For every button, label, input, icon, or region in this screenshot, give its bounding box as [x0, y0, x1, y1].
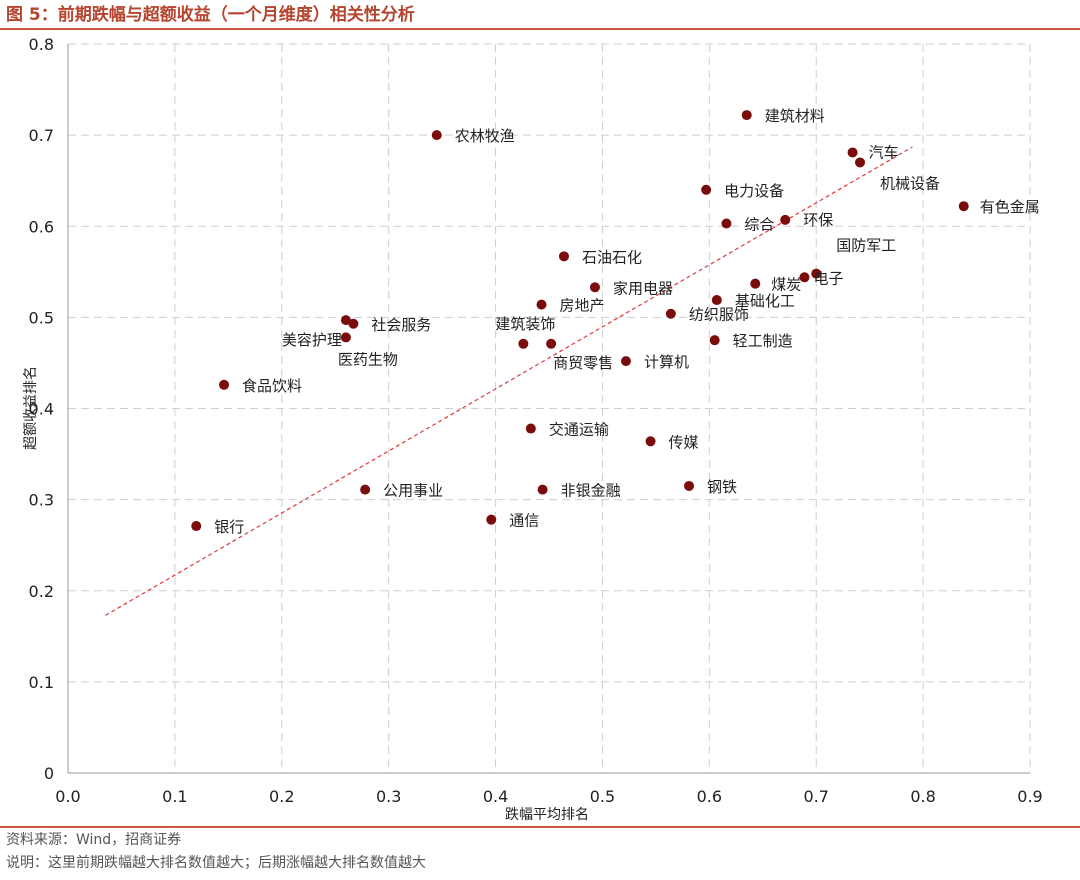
data-point — [741, 110, 752, 121]
data-point-label: 医药生物 — [338, 350, 398, 368]
data-point — [340, 332, 351, 343]
data-point-label: 建筑材料 — [765, 107, 825, 125]
data-point — [847, 147, 858, 158]
data-point-label: 传媒 — [669, 433, 699, 451]
data-point-label: 汽车 — [869, 143, 899, 161]
data-point-label: 商贸零售 — [553, 354, 613, 372]
data-point — [958, 201, 969, 212]
data-point — [711, 295, 722, 306]
data-point-label: 电子 — [813, 269, 843, 287]
data-point-label: 有色金属 — [980, 198, 1040, 216]
data-point — [620, 356, 631, 367]
data-point — [546, 338, 557, 349]
x-tick-label: 0.5 — [590, 787, 615, 806]
explanation-note: 说明：这里前期跌幅越大排名数值越大；后期涨幅越大排名数值越大 — [6, 855, 426, 871]
data-point — [191, 521, 202, 532]
data-point — [645, 436, 656, 447]
data-point-label: 综合 — [744, 216, 774, 234]
x-tick-label: 0.0 — [55, 787, 80, 806]
y-tick-label: 0 — [44, 764, 54, 783]
title-rule — [0, 28, 1080, 30]
data-point — [340, 315, 351, 326]
data-point — [799, 272, 810, 283]
scatter-chart: 0.0 0.1 0.2 0.3 0.4 0.5 0.6 0.7 0.8 0.9 0 0.1 0.2 0.3… — [23, 35, 1043, 823]
data-point-label: 环保 — [803, 211, 833, 229]
data-point — [536, 299, 547, 310]
trend-line — [105, 146, 913, 616]
data-point-label: 银行 — [214, 518, 244, 536]
data-point-label: 电力设备 — [724, 182, 784, 200]
data-point-label: 国防军工 — [836, 237, 896, 255]
y-tick-label: 0.8 — [29, 35, 54, 54]
data-point-label: 交通运输 — [549, 421, 609, 439]
x-tick-label: 0.1 — [162, 787, 187, 806]
y-tick-label: 0.1 — [29, 673, 54, 692]
data-point — [721, 218, 732, 229]
x-tick-label: 0.8 — [910, 787, 935, 806]
data-point — [709, 335, 720, 346]
data-point — [431, 130, 442, 141]
data-point-label: 食品饮料 — [242, 377, 302, 395]
data-point — [701, 184, 712, 195]
data-point-label: 通信 — [509, 512, 539, 530]
data-point-label: 石油石化 — [582, 248, 642, 266]
data-point-label: 家用电器 — [613, 279, 673, 297]
y-tick-label: 0.5 — [29, 308, 54, 327]
data-point — [537, 484, 548, 495]
data-point-label: 煤炭 — [771, 276, 801, 294]
data-point-label: 农林牧渔 — [455, 127, 515, 145]
data-point-label: 美容护理 — [282, 331, 342, 349]
data-point-label: 轻工制造 — [733, 332, 793, 350]
data-point-label: 纺织服饰 — [689, 306, 749, 324]
x-tick-label: 0.7 — [803, 787, 828, 806]
data-point-label: 基础化工 — [735, 292, 795, 310]
data-point-label: 社会服务 — [371, 316, 431, 334]
data-point — [219, 379, 230, 390]
y-tick-label: 0.6 — [29, 217, 54, 236]
y-tick-label: 0.7 — [29, 126, 54, 145]
x-tick-label: 0.9 — [1017, 787, 1042, 806]
data-point-label: 公用事业 — [383, 482, 443, 500]
data-point — [360, 484, 371, 495]
data-point — [486, 514, 497, 525]
data-point — [855, 157, 866, 168]
x-tick-label: 0.2 — [269, 787, 294, 806]
x-tick-label: 0.3 — [376, 787, 401, 806]
x-tick-label: 0.4 — [483, 787, 508, 806]
y-axis-title: 超额收益排名 — [23, 366, 39, 450]
x-tick-label: 0.6 — [697, 787, 722, 806]
data-point — [518, 338, 529, 349]
data-point — [525, 423, 536, 434]
data-point-label: 非银金融 — [561, 482, 621, 500]
footer-rule — [0, 826, 1080, 828]
data-point-label: 房地产 — [560, 297, 605, 315]
data-point — [665, 308, 676, 319]
data-point — [811, 268, 822, 279]
data-point-label: 机械设备 — [880, 174, 940, 192]
data-point — [684, 480, 695, 491]
data-point — [348, 318, 359, 329]
figure-title: 图 5：前期跌幅与超额收益（一个月维度）相关性分析 — [6, 5, 415, 25]
data-point — [558, 251, 569, 262]
y-tick-label: 0.4 — [29, 400, 54, 419]
x-axis-title: 跌幅平均排名 — [505, 807, 589, 823]
data-point-label: 钢铁 — [707, 478, 737, 496]
data-point — [589, 282, 600, 293]
source-note: 资料来源：Wind，招商证券 — [6, 832, 182, 848]
data-point-label: 建筑装饰 — [495, 315, 555, 333]
data-point-label: 计算机 — [644, 353, 689, 371]
y-tick-label: 0.3 — [29, 491, 54, 510]
y-tick-label: 0.2 — [29, 582, 54, 601]
data-point — [750, 278, 761, 289]
data-point — [780, 214, 791, 225]
